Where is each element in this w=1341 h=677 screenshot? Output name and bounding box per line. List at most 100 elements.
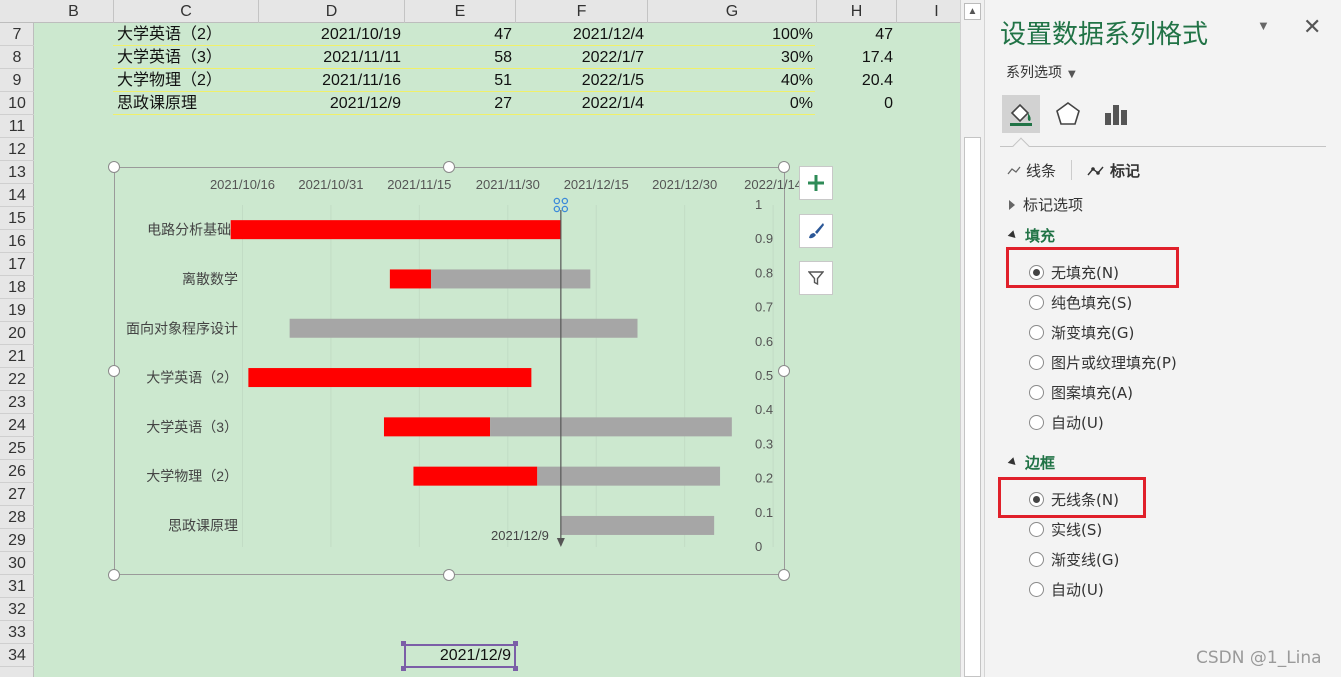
selection-handle[interactable]: [513, 641, 518, 646]
radio-no-line[interactable]: 无线条(N): [1029, 489, 1119, 510]
row-header-20[interactable]: 20: [0, 322, 34, 345]
cell-f8[interactable]: 2022/1/7: [581, 49, 644, 66]
radio-no-fill[interactable]: 无填充(N): [1029, 262, 1119, 283]
chart-filters-button[interactable]: [799, 261, 833, 295]
column-header-e[interactable]: E: [405, 0, 516, 23]
column-header-b[interactable]: B: [34, 0, 114, 23]
tab-series-options[interactable]: [1097, 95, 1135, 133]
row-header-31[interactable]: 31: [0, 575, 34, 598]
chart-resize-handle[interactable]: [443, 161, 455, 173]
border-section[interactable]: 边框: [1007, 452, 1055, 473]
cell-f9[interactable]: 2022/1/5: [581, 72, 644, 89]
row-header-27[interactable]: 27: [0, 483, 34, 506]
cell-d8[interactable]: 2021/11/11: [323, 49, 401, 66]
series-options-dropdown[interactable]: 系列选项 ▼: [1006, 62, 1076, 82]
radio-solid-fill[interactable]: 纯色填充(S): [1029, 292, 1132, 313]
cell-g10[interactable]: 0%: [789, 95, 813, 112]
radio-auto-fill[interactable]: 自动(U): [1029, 412, 1104, 433]
tab-effects[interactable]: [1049, 95, 1087, 133]
cell-e9[interactable]: 51: [494, 72, 512, 89]
chart-resize-handle[interactable]: [778, 161, 790, 173]
row-header-23[interactable]: 23: [0, 391, 34, 414]
scroll-up-icon[interactable]: ▲: [964, 3, 981, 20]
cell-d10[interactable]: 2021/12/9: [329, 95, 401, 112]
cell-h8[interactable]: 17.4: [861, 49, 893, 66]
gantt-chart[interactable]: [114, 167, 785, 575]
row-header-15[interactable]: 15: [0, 207, 34, 230]
cell-d7[interactable]: 2021/10/19: [320, 26, 401, 43]
radio-gradient-line[interactable]: 渐变线(G): [1029, 549, 1119, 570]
radio-auto-line[interactable]: 自动(U): [1029, 579, 1104, 600]
spreadsheet-area[interactable]: B C D E F G H I 7 8 9 10 11 12 13 14 15 16 17 18 19 2…: [0, 0, 960, 677]
column-header-h[interactable]: H: [817, 0, 897, 23]
radio-pattern-fill[interactable]: 图案填充(A): [1029, 382, 1133, 403]
selection-handle[interactable]: [401, 666, 406, 671]
chart-resize-handle[interactable]: [778, 569, 790, 581]
selection-handle[interactable]: [513, 666, 518, 671]
cell-e8[interactable]: 58: [494, 49, 512, 66]
row-header-21[interactable]: 21: [0, 345, 34, 368]
cell-f10[interactable]: 2022/1/4: [581, 95, 644, 112]
row-header-9[interactable]: 9: [0, 69, 34, 92]
cell-h7[interactable]: 47: [875, 26, 893, 43]
selection-handle[interactable]: [401, 641, 406, 646]
pane-options-dropdown-icon[interactable]: ▼: [1257, 18, 1270, 33]
row-header-8[interactable]: 8: [0, 46, 34, 69]
cell-h9[interactable]: 20.4: [861, 72, 893, 89]
row-header-24[interactable]: 24: [0, 414, 34, 437]
cell-c8[interactable]: 大学英语（3）: [117, 49, 222, 66]
column-header-c[interactable]: C: [114, 0, 259, 23]
radio-button[interactable]: [1029, 582, 1044, 597]
close-icon[interactable]: ✕: [1303, 14, 1322, 39]
column-header-i[interactable]: I: [897, 0, 960, 23]
row-header-14[interactable]: 14: [0, 184, 34, 207]
row-header-22[interactable]: 22: [0, 368, 34, 391]
cell-g9[interactable]: 40%: [780, 72, 813, 89]
cell-f7[interactable]: 2021/12/4: [572, 26, 644, 43]
row-header-16[interactable]: 16: [0, 230, 34, 253]
cell-d9[interactable]: 2021/11/16: [322, 72, 401, 89]
cell-e10[interactable]: 27: [494, 95, 512, 112]
cell-h10[interactable]: 0: [884, 95, 893, 112]
chart-resize-handle[interactable]: [108, 365, 120, 377]
selected-cell-d34[interactable]: 2021/12/9: [404, 644, 516, 668]
radio-picture-fill[interactable]: 图片或纹理填充(P): [1029, 352, 1177, 373]
chart-styles-button[interactable]: [799, 214, 833, 248]
radio-button[interactable]: [1029, 355, 1044, 370]
row-header-13[interactable]: 13: [0, 161, 34, 184]
column-header-f[interactable]: F: [516, 0, 648, 23]
cell-c9[interactable]: 大学物理（2）: [117, 72, 222, 89]
radio-button[interactable]: [1029, 295, 1044, 310]
marker-options-section[interactable]: 标记选项: [1009, 194, 1083, 215]
row-header-12[interactable]: 12: [0, 138, 34, 161]
row-header-34[interactable]: 34: [0, 644, 34, 667]
scrollbar-thumb[interactable]: [964, 137, 981, 677]
row-header-32[interactable]: 32: [0, 598, 34, 621]
tab-fill-line[interactable]: [1002, 95, 1040, 133]
chart-resize-handle[interactable]: [443, 569, 455, 581]
radio-button[interactable]: [1029, 522, 1044, 537]
radio-button[interactable]: [1029, 265, 1044, 280]
radio-button[interactable]: [1029, 492, 1044, 507]
row-header-18[interactable]: 18: [0, 276, 34, 299]
row-header-19[interactable]: 19: [0, 299, 34, 322]
row-header-30[interactable]: 30: [0, 552, 34, 575]
chart-resize-handle[interactable]: [108, 569, 120, 581]
radio-gradient-fill[interactable]: 渐变填充(G): [1029, 322, 1134, 343]
cell-c7[interactable]: 大学英语（2）: [117, 26, 222, 43]
row-header-33[interactable]: 33: [0, 621, 34, 644]
radio-button[interactable]: [1029, 385, 1044, 400]
row-header-26[interactable]: 26: [0, 460, 34, 483]
radio-button[interactable]: [1029, 415, 1044, 430]
row-header-10[interactable]: 10: [0, 92, 34, 115]
cell-c10[interactable]: 思政课原理: [117, 95, 198, 112]
cell-g8[interactable]: 30%: [780, 49, 813, 66]
row-header-17[interactable]: 17: [0, 253, 34, 276]
subtab-line[interactable]: 线条: [1007, 160, 1056, 181]
radio-button[interactable]: [1029, 552, 1044, 567]
cell-e7[interactable]: 47: [494, 26, 512, 43]
column-header-d[interactable]: D: [259, 0, 405, 23]
row-header-28[interactable]: 28: [0, 506, 34, 529]
vertical-scrollbar[interactable]: ▲: [960, 0, 984, 677]
row-header-11[interactable]: 11: [0, 115, 34, 138]
